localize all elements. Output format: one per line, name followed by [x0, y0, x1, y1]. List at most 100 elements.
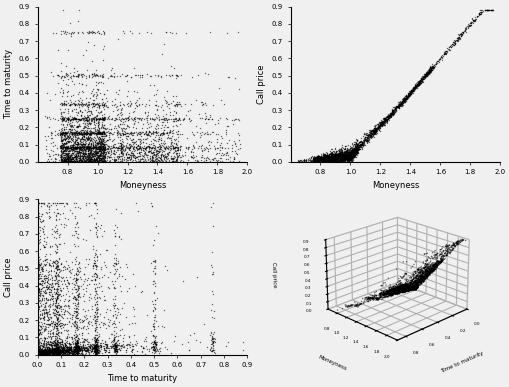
Point [158, 116, 166, 122]
Point [72, 348, 80, 354]
Point [35, 322, 43, 328]
Point [60, 346, 68, 352]
Point [347, 158, 355, 164]
Point [52, 330, 60, 336]
Point [52, 348, 60, 354]
Point [335, 155, 343, 161]
Point [110, 348, 118, 354]
Point [93, 332, 101, 338]
Point [311, 155, 319, 161]
Point [335, 152, 343, 158]
Point [99, 146, 107, 152]
Point [319, 156, 327, 162]
Point [149, 130, 157, 137]
Point [74, 345, 82, 351]
Point [176, 72, 184, 78]
Point [91, 277, 99, 283]
Point [102, 344, 110, 350]
Point [123, 145, 131, 151]
Point [42, 261, 50, 267]
Point [386, 111, 394, 117]
Point [71, 101, 79, 107]
Point [49, 351, 58, 357]
Point [149, 281, 157, 287]
Point [121, 128, 129, 135]
Point [89, 157, 97, 163]
Point [83, 158, 92, 164]
Point [74, 144, 82, 150]
Point [60, 308, 68, 315]
Point [39, 350, 47, 356]
Point [418, 75, 426, 81]
Point [348, 147, 356, 154]
Point [78, 150, 86, 156]
Point [71, 230, 79, 236]
Point [55, 296, 64, 303]
Point [128, 349, 136, 355]
Point [97, 116, 105, 122]
Point [370, 130, 378, 136]
Point [110, 151, 119, 157]
Point [56, 312, 64, 318]
Point [110, 221, 119, 228]
Point [349, 149, 357, 155]
Point [89, 136, 97, 142]
Point [112, 344, 120, 350]
Point [42, 275, 50, 281]
Point [207, 307, 215, 313]
Point [322, 155, 330, 161]
Point [348, 149, 356, 155]
Point [74, 326, 82, 332]
Point [80, 149, 88, 156]
Point [71, 346, 79, 352]
Point [73, 346, 81, 353]
Point [340, 156, 348, 162]
Point [316, 158, 324, 164]
Point [409, 87, 417, 93]
Point [111, 344, 120, 351]
Point [96, 342, 104, 348]
Point [324, 154, 332, 160]
Point [463, 24, 471, 30]
Point [87, 155, 95, 161]
Point [343, 152, 351, 158]
Point [404, 91, 412, 97]
Point [151, 301, 159, 307]
Point [97, 149, 105, 155]
Point [43, 347, 51, 353]
Point [122, 130, 130, 136]
Point [39, 307, 47, 313]
Point [51, 341, 60, 348]
Point [73, 149, 81, 155]
Point [355, 139, 363, 145]
Point [88, 303, 96, 310]
Point [83, 339, 92, 345]
Point [53, 346, 61, 353]
Point [397, 101, 405, 108]
Point [100, 91, 108, 98]
Point [109, 343, 117, 349]
Point [100, 101, 108, 107]
Point [376, 121, 384, 127]
Point [74, 72, 82, 79]
Point [347, 146, 355, 152]
Point [82, 130, 91, 137]
Point [122, 152, 130, 158]
Point [100, 114, 108, 120]
Point [333, 150, 341, 156]
Point [35, 254, 43, 260]
Point [56, 340, 64, 346]
Point [333, 155, 341, 161]
Point [148, 128, 156, 134]
Point [109, 108, 117, 114]
Point [80, 155, 89, 161]
Point [94, 130, 102, 137]
Point [475, 7, 483, 13]
Point [389, 109, 397, 115]
Point [59, 141, 67, 147]
Point [45, 321, 53, 327]
Point [316, 159, 324, 165]
Point [122, 144, 130, 151]
Point [343, 159, 351, 165]
Point [47, 347, 55, 353]
